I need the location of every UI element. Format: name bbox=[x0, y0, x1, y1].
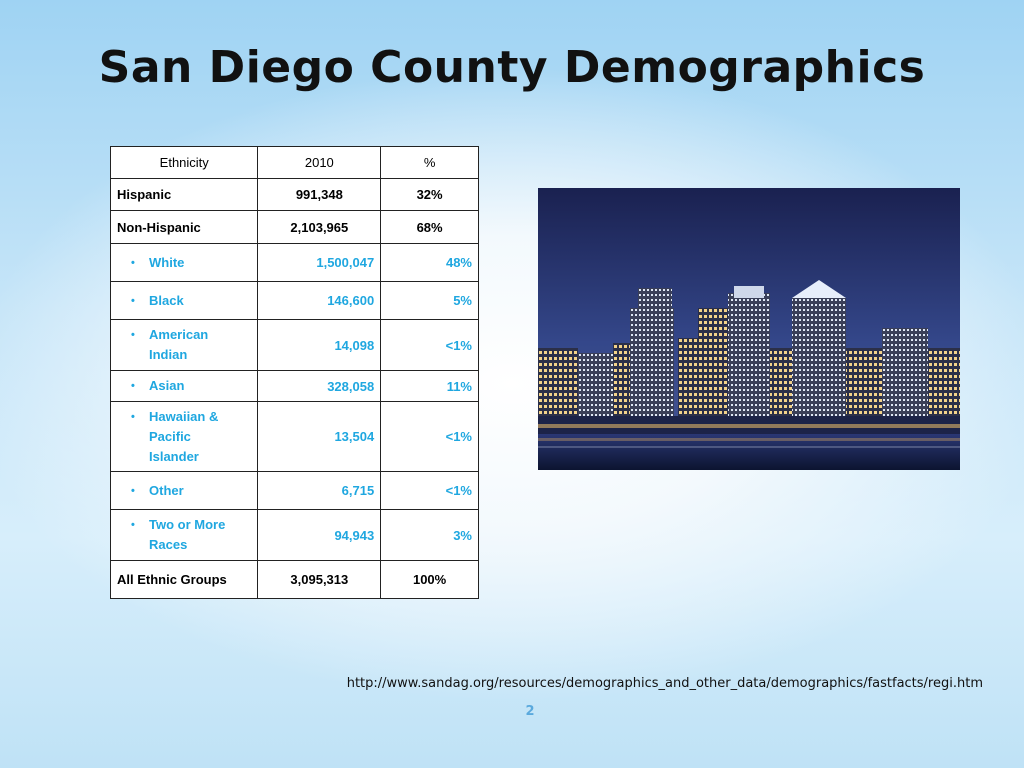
row-label: • American Indian bbox=[109, 319, 259, 371]
table-row-black: • Black 146,600 5% bbox=[109, 281, 479, 320]
row-value: 328,058 bbox=[257, 370, 382, 402]
row-label-lines: Two or More Races bbox=[149, 515, 225, 555]
row-percent: 32% bbox=[380, 178, 479, 211]
row-label-line: Two or More bbox=[149, 517, 226, 532]
row-label-lines: Hawaiian & Pacific Islander bbox=[149, 407, 218, 467]
row-label-line: Hawaiian & bbox=[149, 408, 219, 424]
row-value: 6,715 bbox=[257, 471, 382, 510]
page-number: 2 bbox=[525, 704, 535, 719]
row-percent: <1% bbox=[380, 319, 479, 371]
bullet-icon: • bbox=[131, 484, 135, 497]
row-percent: 3% bbox=[380, 509, 479, 561]
table-row-other: • Other 6,715 <1% bbox=[109, 471, 479, 510]
row-value: 14,098 bbox=[257, 319, 382, 371]
skyline-illustration bbox=[538, 188, 960, 470]
row-percent: <1% bbox=[380, 471, 479, 510]
header-percent: % bbox=[380, 146, 479, 179]
table-row-hispanic: Hispanic 991,348 32% bbox=[109, 178, 479, 211]
row-label-line: Other bbox=[149, 482, 184, 498]
row-label: • Black bbox=[109, 281, 259, 320]
row-label-line: American bbox=[149, 327, 209, 342]
row-percent: 5% bbox=[380, 281, 479, 320]
table-row-non-hispanic: Non-Hispanic 2,103,965 68% bbox=[109, 210, 479, 244]
bullet-icon: • bbox=[131, 256, 135, 269]
row-label-lines: American Indian bbox=[149, 325, 208, 365]
demographics-table: Ethnicity 2010 % Hispanic 991,348 32% No… bbox=[109, 146, 479, 599]
row-value: 1,500,047 bbox=[257, 243, 382, 282]
row-label-line: Asian bbox=[149, 378, 185, 393]
row-value: 991,348 bbox=[257, 178, 382, 211]
row-label: • White bbox=[109, 243, 259, 282]
table-row-hawaiian-pacific-islander: • Hawaiian & Pacific Islander 13,504 <1% bbox=[109, 401, 479, 472]
bullet-icon: • bbox=[131, 380, 135, 392]
table-row-total: All Ethnic Groups 3,095,313 100% bbox=[109, 560, 479, 599]
row-percent: 11% bbox=[380, 370, 479, 402]
slide-title: San Diego County Demographics bbox=[98, 42, 926, 93]
row-percent: <1% bbox=[380, 401, 479, 472]
row-percent: 100% bbox=[380, 560, 479, 599]
row-label-line: Races bbox=[149, 537, 188, 552]
row-label: • Hawaiian & Pacific Islander bbox=[109, 401, 259, 472]
row-percent: 68% bbox=[380, 210, 479, 244]
table-row-white: • White 1,500,047 48% bbox=[109, 243, 479, 282]
row-label: • Other bbox=[109, 471, 259, 510]
row-percent: 48% bbox=[380, 243, 479, 282]
row-label-line: Pacific bbox=[149, 428, 191, 444]
table-row-two-or-more-races: • Two or More Races 94,943 3% bbox=[109, 509, 479, 561]
city-skyline-night-photo bbox=[538, 188, 960, 470]
row-label-line: Islander bbox=[149, 448, 199, 464]
row-value: 94,943 bbox=[257, 509, 382, 561]
table-header-row: Ethnicity 2010 % bbox=[109, 146, 479, 179]
row-value: 13,504 bbox=[257, 401, 382, 472]
row-value: 3,095,313 bbox=[257, 560, 382, 599]
bullet-icon: • bbox=[131, 329, 135, 341]
source-url[interactable]: http://www.sandag.org/resources/demograp… bbox=[346, 676, 983, 691]
row-label-line: Indian bbox=[149, 347, 188, 362]
bullet-icon: • bbox=[131, 410, 135, 423]
row-label: All Ethnic Groups bbox=[109, 560, 259, 599]
row-label: • Two or More Races bbox=[109, 509, 259, 561]
header-2010: 2010 bbox=[257, 146, 382, 179]
header-ethnicity: Ethnicity bbox=[109, 146, 259, 179]
row-label: • Asian bbox=[109, 370, 259, 402]
row-label-line: White bbox=[149, 254, 185, 270]
row-label-line: Black bbox=[149, 292, 184, 308]
table-row-asian: • Asian 328,058 11% bbox=[109, 370, 479, 402]
bullet-icon: • bbox=[131, 519, 135, 531]
row-value: 2,103,965 bbox=[257, 210, 382, 244]
table-row-american-indian: • American Indian 14,098 <1% bbox=[109, 319, 479, 371]
row-label: Hispanic bbox=[109, 178, 259, 211]
row-value: 146,600 bbox=[257, 281, 382, 320]
row-label: Non-Hispanic bbox=[109, 210, 259, 244]
bullet-icon: • bbox=[131, 294, 135, 307]
